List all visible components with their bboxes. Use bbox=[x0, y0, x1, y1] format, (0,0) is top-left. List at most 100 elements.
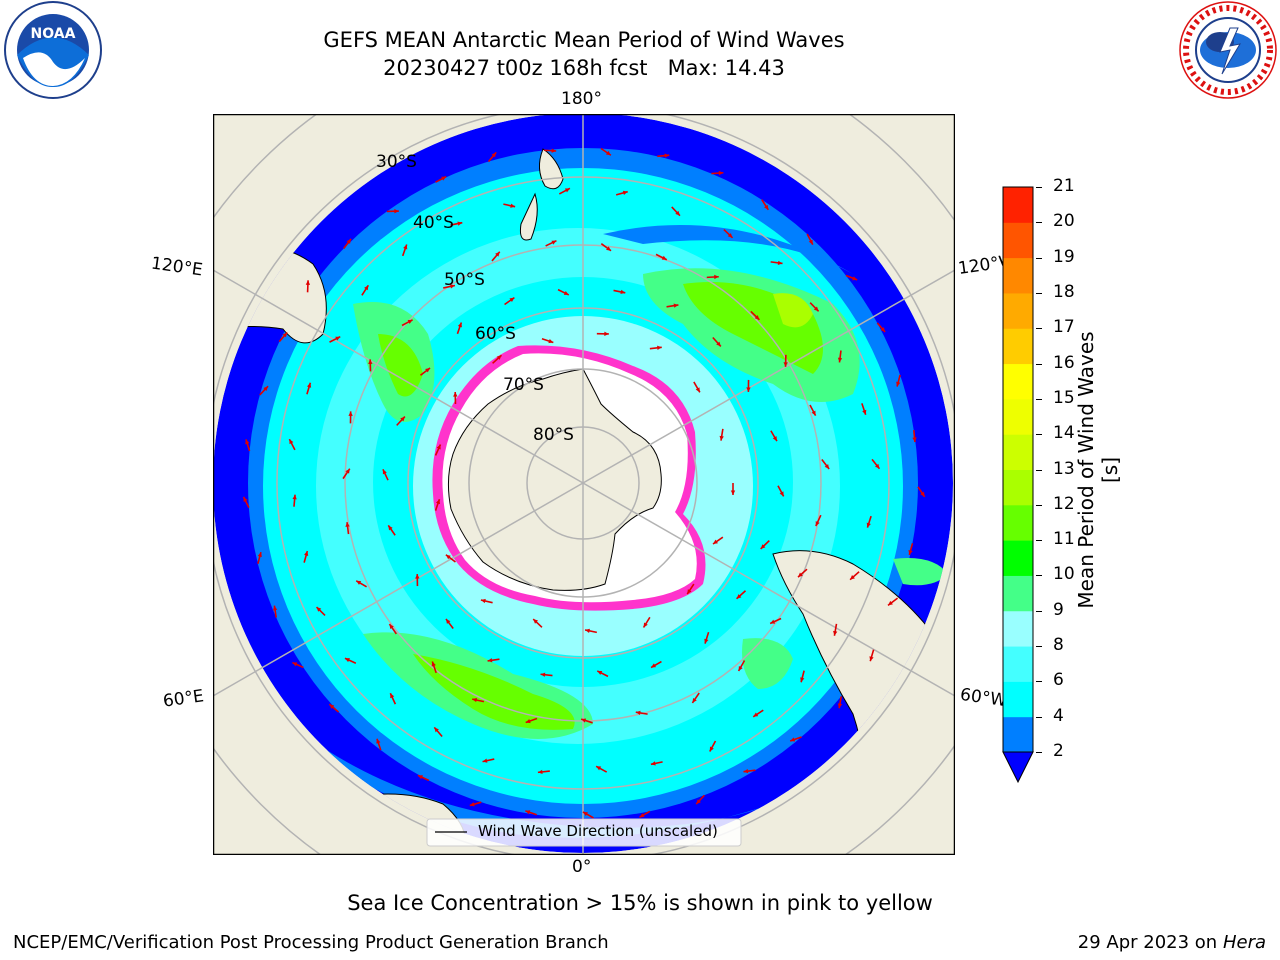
wind-arrow-head bbox=[585, 628, 590, 633]
colorbar-tick-label: 9 bbox=[1053, 599, 1064, 620]
wind-arrow-head bbox=[390, 693, 395, 699]
colorbar-tick-label: 6 bbox=[1053, 670, 1064, 691]
colorbar-tick-mark bbox=[1036, 363, 1042, 365]
wind-arrow-head bbox=[896, 381, 901, 387]
wind-arrow-head bbox=[874, 463, 880, 469]
colorbar-tick-mark bbox=[1036, 292, 1042, 294]
colorbar-segment bbox=[1003, 540, 1033, 576]
wind-arrow-head bbox=[388, 525, 393, 531]
wind-arrow-head bbox=[282, 332, 288, 338]
wind-arrow-head bbox=[304, 551, 309, 556]
map-legend bbox=[426, 818, 742, 847]
wind-arrow-head bbox=[650, 761, 656, 766]
colorbar-tick-label: 21 bbox=[1053, 176, 1075, 196]
wind-arrow-head bbox=[292, 494, 297, 500]
wind-arrow-head bbox=[292, 662, 298, 667]
lon-label-60e: 60°E bbox=[161, 686, 206, 712]
wind-arrow-head bbox=[403, 244, 408, 250]
colorbar-tick-label: 20 bbox=[1053, 211, 1075, 232]
wind-arrow-head bbox=[415, 574, 420, 579]
map-panel bbox=[213, 114, 955, 855]
wind-arrow-head bbox=[597, 670, 603, 675]
colorbar-segment bbox=[1003, 434, 1033, 470]
wind-arrow-head bbox=[606, 246, 611, 251]
wind-arrow-head bbox=[837, 357, 843, 363]
colorbar-tick-label: 13 bbox=[1053, 458, 1075, 479]
colorbar-tick-mark bbox=[1036, 398, 1042, 400]
wind-arrow-head bbox=[716, 341, 721, 347]
wind-arrow-head bbox=[376, 738, 381, 744]
colorbar-segment bbox=[1003, 575, 1033, 612]
wind-arrow-head bbox=[604, 331, 609, 337]
wind-arrow-head bbox=[400, 416, 405, 422]
wind-arrow-head bbox=[772, 436, 777, 442]
wind-arrow-head bbox=[779, 491, 784, 497]
colorbar-tick-mark bbox=[1036, 434, 1042, 436]
wind-arrow-head bbox=[696, 799, 701, 805]
wind-arrow-head bbox=[657, 345, 662, 350]
lon-label-120e: 120°E bbox=[149, 253, 204, 281]
wind-arrow-head bbox=[389, 624, 394, 630]
wind-arrow-head bbox=[635, 710, 641, 716]
colorbar-tick-label: 19 bbox=[1053, 246, 1075, 267]
colorbar-tick-mark bbox=[1036, 540, 1042, 542]
colorbar-tick-label: 15 bbox=[1053, 387, 1075, 408]
wind-arrow-head bbox=[263, 386, 269, 391]
colorbar bbox=[1002, 186, 1034, 784]
chart-title: GEFS MEAN Antarctic Mean Period of Wind … bbox=[323, 28, 845, 52]
colorbar-tick-mark bbox=[1036, 257, 1042, 259]
wind-arrow-head bbox=[639, 813, 645, 818]
colorbar-segment bbox=[1003, 363, 1033, 400]
wind-arrow-head bbox=[305, 280, 311, 285]
wind-arrow-head bbox=[457, 322, 462, 328]
colorbar-tick-label: 10 bbox=[1053, 564, 1075, 585]
wind-arrow-head bbox=[719, 435, 724, 441]
wind-arrow-head bbox=[643, 622, 648, 628]
wind-arrow-head bbox=[736, 594, 742, 599]
wind-arrow-head bbox=[746, 387, 751, 392]
wind-arrow-head bbox=[790, 737, 796, 742]
wind-arrow-head bbox=[833, 630, 838, 636]
footer-credit: NCEP/EMC/Verification Post Processing Pr… bbox=[13, 932, 609, 953]
wind-arrow-head bbox=[436, 444, 441, 450]
wind-arrow-head bbox=[368, 359, 373, 364]
footer-date: 29 Apr 2023 on Hera bbox=[1078, 932, 1266, 953]
wind-arrow-head bbox=[800, 677, 805, 683]
colorbar-segment bbox=[1003, 328, 1033, 365]
lon-label-180: 180° bbox=[561, 89, 602, 109]
wind-arrow-head bbox=[445, 618, 451, 624]
wind-arrow-head bbox=[289, 439, 294, 445]
wind-arrow-head bbox=[551, 148, 557, 153]
wind-arrow-head bbox=[243, 496, 248, 502]
wind-arrow-head bbox=[704, 638, 709, 644]
wind-arrow-head bbox=[770, 619, 776, 624]
noaa-logo-icon: NOAA bbox=[4, 1, 102, 99]
colorbar-tick-label: 11 bbox=[1053, 529, 1075, 550]
wind-arrow-head bbox=[272, 605, 278, 611]
colorbar-segment bbox=[1003, 222, 1033, 259]
colorbar-segment bbox=[1003, 504, 1033, 541]
wind-arrow-head bbox=[425, 367, 431, 373]
wind-arrow-head bbox=[714, 274, 719, 280]
wind-arrow-head bbox=[661, 255, 667, 260]
wind-arrow-head bbox=[407, 319, 413, 324]
wind-arrow-head bbox=[852, 276, 858, 281]
wind-arrow-head bbox=[548, 339, 554, 344]
wave-period-field bbox=[213, 114, 953, 853]
wind-arrow-head bbox=[563, 290, 569, 295]
wind-arrow-head bbox=[754, 315, 760, 320]
wind-arrow-head bbox=[743, 768, 749, 774]
wind-arrow-head bbox=[908, 549, 913, 555]
colorbar-tick-mark bbox=[1036, 222, 1042, 224]
wind-arrow-head bbox=[345, 468, 350, 474]
wind-arrow-head bbox=[718, 170, 724, 176]
wind-arrow-head bbox=[664, 153, 670, 158]
lat-label-40s: 40°S bbox=[413, 213, 454, 233]
wind-arrow-head bbox=[435, 499, 441, 505]
colorbar-tick-mark bbox=[1036, 187, 1042, 188]
wind-arrow-head bbox=[695, 387, 700, 393]
noaa-logo-text: NOAA bbox=[31, 26, 76, 42]
wind-arrow-head bbox=[738, 665, 743, 671]
wind-arrow-head bbox=[496, 355, 502, 360]
colorbar-label: Mean Period of Wind Waves [s] bbox=[1074, 331, 1122, 609]
